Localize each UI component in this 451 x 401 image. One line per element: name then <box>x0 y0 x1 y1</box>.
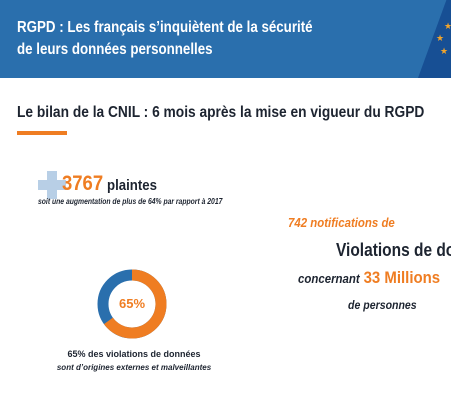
plus-icon <box>38 171 66 199</box>
affected-people-stat: concernant 33 Millions <box>298 268 440 288</box>
concerning-label: concernant <box>298 271 360 286</box>
persons-label: de personnes <box>348 298 417 312</box>
subtitle-underline <box>17 131 67 135</box>
eu-flag-icon <box>418 0 451 78</box>
section-subtitle: Le bilan de la CNIL : 6 mois après la mi… <box>17 104 425 121</box>
complaints-label: plaintes <box>107 177 157 194</box>
page-title-line-1: RGPD : Les français s’inquiètent de la s… <box>17 19 313 36</box>
donut-caption-line-1: 65% des violations de données <box>67 349 201 359</box>
complaints-note: soit une augmentation de plus de 64% par… <box>38 197 223 206</box>
donut-percent-label: 65% <box>118 296 146 311</box>
page-title: RGPD : Les français s’inquiètent de la s… <box>17 17 313 61</box>
star-icon: ★ <box>436 33 445 43</box>
page-title-line-2: de leurs données personnelles <box>17 41 213 58</box>
star-icon: ★ <box>440 46 449 56</box>
millions-count: 33 Millions <box>363 268 441 287</box>
violations-heading: Violations de do <box>336 240 451 260</box>
notifications-count: 742 notifications de <box>288 215 395 230</box>
complaints-count: 3767 <box>62 172 104 195</box>
donut-caption: 65% des violations de données sont d’ori… <box>20 348 248 374</box>
donut-chart <box>97 269 167 339</box>
star-icon: ★ <box>444 21 451 31</box>
donut-percent-arc <box>97 269 167 339</box>
complaints-stat: 3767 plaintes <box>62 172 157 196</box>
donut-caption-line-2: sont d’origines externes et malveillante… <box>56 363 212 372</box>
header-banner: RGPD : Les français s’inquiètent de la s… <box>0 0 451 78</box>
